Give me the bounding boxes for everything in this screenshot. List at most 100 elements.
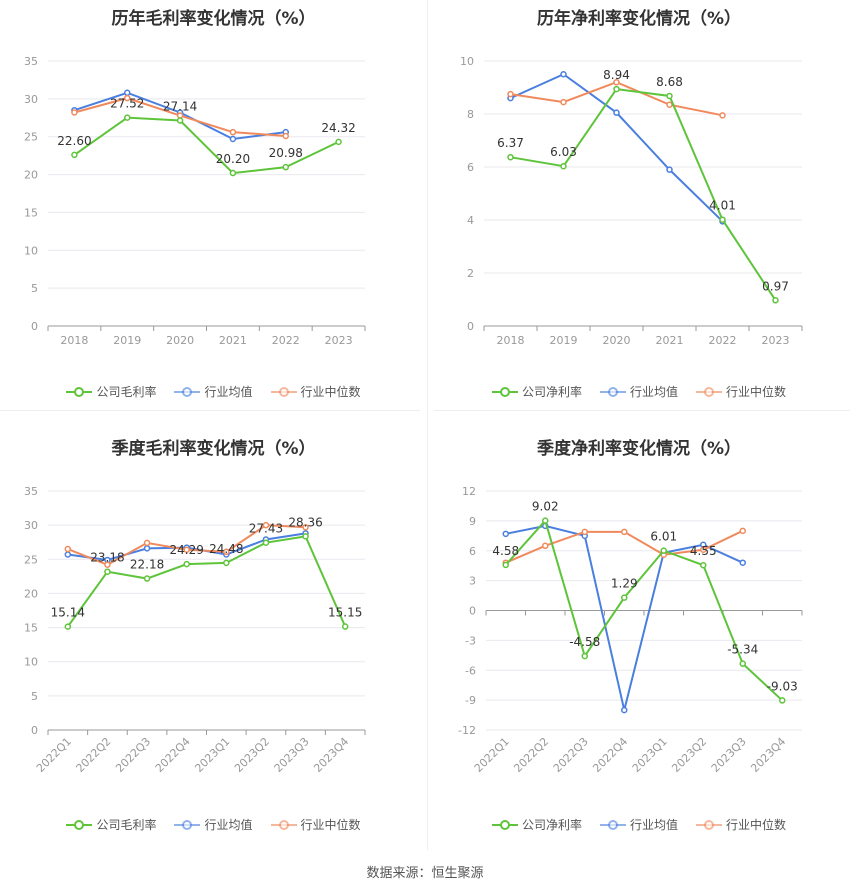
data-label: 4.01 xyxy=(709,199,736,213)
data-label: 4.55 xyxy=(690,544,717,558)
data-point xyxy=(124,89,131,97)
legend-swatch-icon xyxy=(174,819,201,830)
legend-item-industry-mean[interactable]: 行业均值 xyxy=(174,383,253,400)
data-point xyxy=(183,546,190,553)
data-label: 15.14 xyxy=(51,606,85,620)
y-tick-label: 15 xyxy=(24,622,38,635)
data-point xyxy=(229,169,237,177)
data-label: 27.14 xyxy=(163,100,197,114)
data-point xyxy=(124,114,131,121)
x-tick-label: 2019 xyxy=(113,334,141,347)
legend-swatch-icon xyxy=(696,819,722,830)
x-tick-label: 2022Q1 xyxy=(34,735,74,775)
y-tick-label: 5 xyxy=(31,282,38,295)
x-tick-label: 2023Q3 xyxy=(709,735,749,775)
x-tick-label: 2020 xyxy=(166,334,194,347)
data-point xyxy=(71,109,78,116)
data-point xyxy=(502,561,509,569)
legend-item-company[interactable]: 公司毛利率 xyxy=(66,816,156,833)
data-label: 9.02 xyxy=(532,500,559,514)
legend-swatch-icon xyxy=(696,386,722,397)
data-label: 6.03 xyxy=(550,145,577,159)
x-tick-label: 2023Q1 xyxy=(630,735,670,775)
legend-item-company[interactable]: 公司净利率 xyxy=(491,383,582,400)
legend-label: 公司净利率 xyxy=(521,385,582,399)
data-point xyxy=(502,530,509,538)
y-tick-label: -3 xyxy=(465,634,476,647)
data-point xyxy=(282,163,289,171)
legend-item-industry-median[interactable]: 行业中位数 xyxy=(270,383,361,400)
y-tick-label: 10 xyxy=(460,55,474,68)
legend-item-company[interactable]: 公司净利率 xyxy=(491,816,582,833)
data-point xyxy=(341,623,349,630)
data-point xyxy=(772,297,779,304)
y-tick-label: 35 xyxy=(24,55,38,68)
legend-item-industry-median[interactable]: 行业中位数 xyxy=(696,383,786,400)
chart-title: 历年净利率变化情况（%） xyxy=(536,9,742,29)
data-point xyxy=(64,551,72,558)
data-point xyxy=(104,561,111,568)
data-point xyxy=(183,560,190,568)
data-point xyxy=(143,575,151,582)
y-tick-label: 20 xyxy=(24,587,38,600)
legend-item-industry-median[interactable]: 行业中位数 xyxy=(696,816,786,833)
data-label: -4.58 xyxy=(569,635,600,649)
y-tick-label: 9 xyxy=(469,515,476,528)
data-point xyxy=(581,652,588,660)
data-label: 24.32 xyxy=(321,121,355,135)
data-point xyxy=(560,98,567,106)
data-point xyxy=(666,92,673,100)
data-label: 15.15 xyxy=(328,606,362,620)
y-tick-label: 3 xyxy=(469,575,476,588)
data-point xyxy=(302,523,309,531)
series-line xyxy=(505,518,783,702)
legend-swatch-icon xyxy=(66,386,93,397)
data-point xyxy=(143,545,151,552)
chart-legend: 公司毛利率 行业均值 行业中位数 xyxy=(0,816,427,833)
data-point xyxy=(124,94,131,102)
legend-item-industry-median[interactable]: 行业中位数 xyxy=(270,816,361,833)
data-label: -9.03 xyxy=(767,679,798,693)
horizontal-divider-left xyxy=(0,410,420,411)
quarterly-gross-margin-panel: 季度毛利率变化情况（%） 0 5 10 15 20 25 30 35 2022Q1 2022Q2 2… xyxy=(0,430,427,850)
x-tick-label: 2018 xyxy=(60,334,88,347)
legend-swatch-icon xyxy=(491,386,518,397)
legend-swatch-icon xyxy=(599,819,626,830)
data-point xyxy=(262,539,270,546)
data-point xyxy=(739,660,746,667)
data-point xyxy=(542,542,549,550)
y-tick-label: -6 xyxy=(465,664,476,677)
data-point xyxy=(507,153,514,161)
legend-swatch-icon xyxy=(270,386,297,397)
series-line xyxy=(510,88,777,301)
data-point xyxy=(779,697,786,704)
data-label: 22.60 xyxy=(57,134,91,148)
legend-item-industry-mean[interactable]: 行业均值 xyxy=(174,816,253,833)
y-tick-label: 4 xyxy=(467,214,474,227)
data-label: -5.34 xyxy=(727,643,758,657)
y-tick-label: 5 xyxy=(31,690,38,703)
y-tick-label: 0 xyxy=(467,320,474,333)
legend-item-company[interactable]: 公司毛利率 xyxy=(66,383,156,400)
data-point xyxy=(335,138,342,146)
data-point xyxy=(621,594,628,601)
y-tick-label: 20 xyxy=(24,169,38,182)
legend-label: 行业中位数 xyxy=(726,818,787,832)
legend-label: 行业中位数 xyxy=(726,385,787,399)
data-point xyxy=(719,112,726,119)
data-point xyxy=(613,109,620,116)
horizontal-divider-right xyxy=(434,410,850,411)
y-tick-label: 25 xyxy=(24,553,38,566)
legend-item-industry-mean[interactable]: 行业均值 xyxy=(599,383,678,400)
data-point xyxy=(143,539,151,547)
data-point xyxy=(229,128,237,136)
x-tick-label: 2022 xyxy=(709,334,737,347)
y-tick-label: 0 xyxy=(469,605,476,618)
legend-label: 行业中位数 xyxy=(300,385,361,399)
legend-item-industry-mean[interactable]: 行业均值 xyxy=(599,816,678,833)
chart-legend: 公司毛利率 行业均值 行业中位数 xyxy=(0,383,427,400)
x-tick-label: 2022Q4 xyxy=(590,735,630,775)
y-tick-label: -9 xyxy=(465,694,476,707)
chart-title: 季度净利率变化情况（%） xyxy=(536,439,742,459)
